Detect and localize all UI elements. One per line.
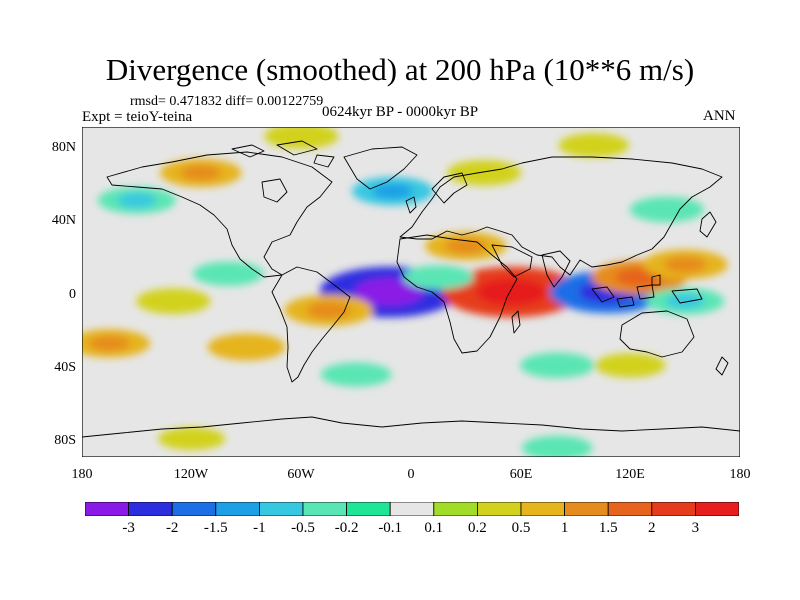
colorbar-box [433,502,478,516]
colorbar-label: -0.2 [334,520,359,536]
colorbar-box [520,502,565,516]
season-label: ANN [703,108,736,124]
field-core [354,278,424,306]
colorbar-label: 1.5 [598,520,618,536]
field-blob [320,362,392,387]
field-core [476,278,547,306]
colorbar-box [171,502,217,516]
field-blob [264,127,339,149]
field-blob [558,133,630,158]
lat-label-40n: 40N [51,213,76,228]
field-core [372,183,414,199]
colorbar-box [258,502,304,516]
coastlines [82,140,740,438]
lon-label-60w: 60W [287,467,315,482]
colorbar-label: -0.1 [378,520,403,536]
colorbar-box [695,502,739,516]
field-core [89,335,130,352]
field-core [117,192,157,208]
colorbar-label: -2 [165,520,179,536]
colorbar-label: -0.5 [291,520,315,536]
colorbar-label: 0.1 [424,520,444,536]
lat-label-40s: 40S [54,360,76,375]
lon-label-0: 0 [407,467,415,482]
colorbar-label: 0.5 [511,520,531,536]
period-label: 0624kyr BP - 0000kyr BP [322,104,479,120]
lon-label-120e: 120E [615,467,645,482]
colorbar-box [651,502,696,516]
colorbar [85,502,739,516]
field-core [227,339,266,355]
colorbar-box [128,502,173,516]
experiment-label: Expt = teioY-teina [82,109,193,125]
field-blob [192,261,264,286]
plot-title: Divergence (smoothed) at 200 hPa (10**6 … [105,52,695,87]
lon-label-180e: 180 [729,467,751,482]
colorbar-box [346,502,391,516]
colorbar-label: 3 [691,520,700,536]
lon-label-60e: 60E [509,467,533,482]
colorbar-box [564,502,609,516]
colorbar-label: -3 [122,520,135,536]
field-core [663,256,707,273]
field-blob [158,427,226,451]
field-blob [520,352,595,379]
colorbar-label: 2 [648,520,656,536]
colorbar-box [476,502,522,516]
colorbar-box [607,502,653,516]
field-core [665,293,705,309]
colorbar-label: 0.2 [468,520,487,536]
colorbar-box [389,502,435,516]
field-core [180,165,222,181]
lon-label-120w: 120W [173,467,209,482]
field-blob [136,288,211,314]
lat-label-eq: 0 [69,287,76,302]
field-blob [403,265,474,290]
field-blob [521,435,593,457]
colorbar-box [85,502,129,516]
colorbar-label: -1.5 [203,520,228,536]
colorbar-box [215,502,260,516]
field-blob [446,160,522,186]
lon-label-180w: 180 [71,467,93,482]
lat-label-80s: 80S [54,433,76,448]
rmsd-diff-text: rmsd= 0.471832 diff= 0.00122759 [130,94,324,109]
field-blob [629,196,705,223]
lat-label-80n: 80N [51,140,76,155]
divergence-map [82,127,740,457]
field-core [306,301,351,319]
colorbar-box [302,502,347,516]
colorbar-label: 1 [560,520,569,536]
field-blob [594,353,666,378]
colorbar-label: -1 [253,520,266,536]
divergence-field [82,127,728,457]
